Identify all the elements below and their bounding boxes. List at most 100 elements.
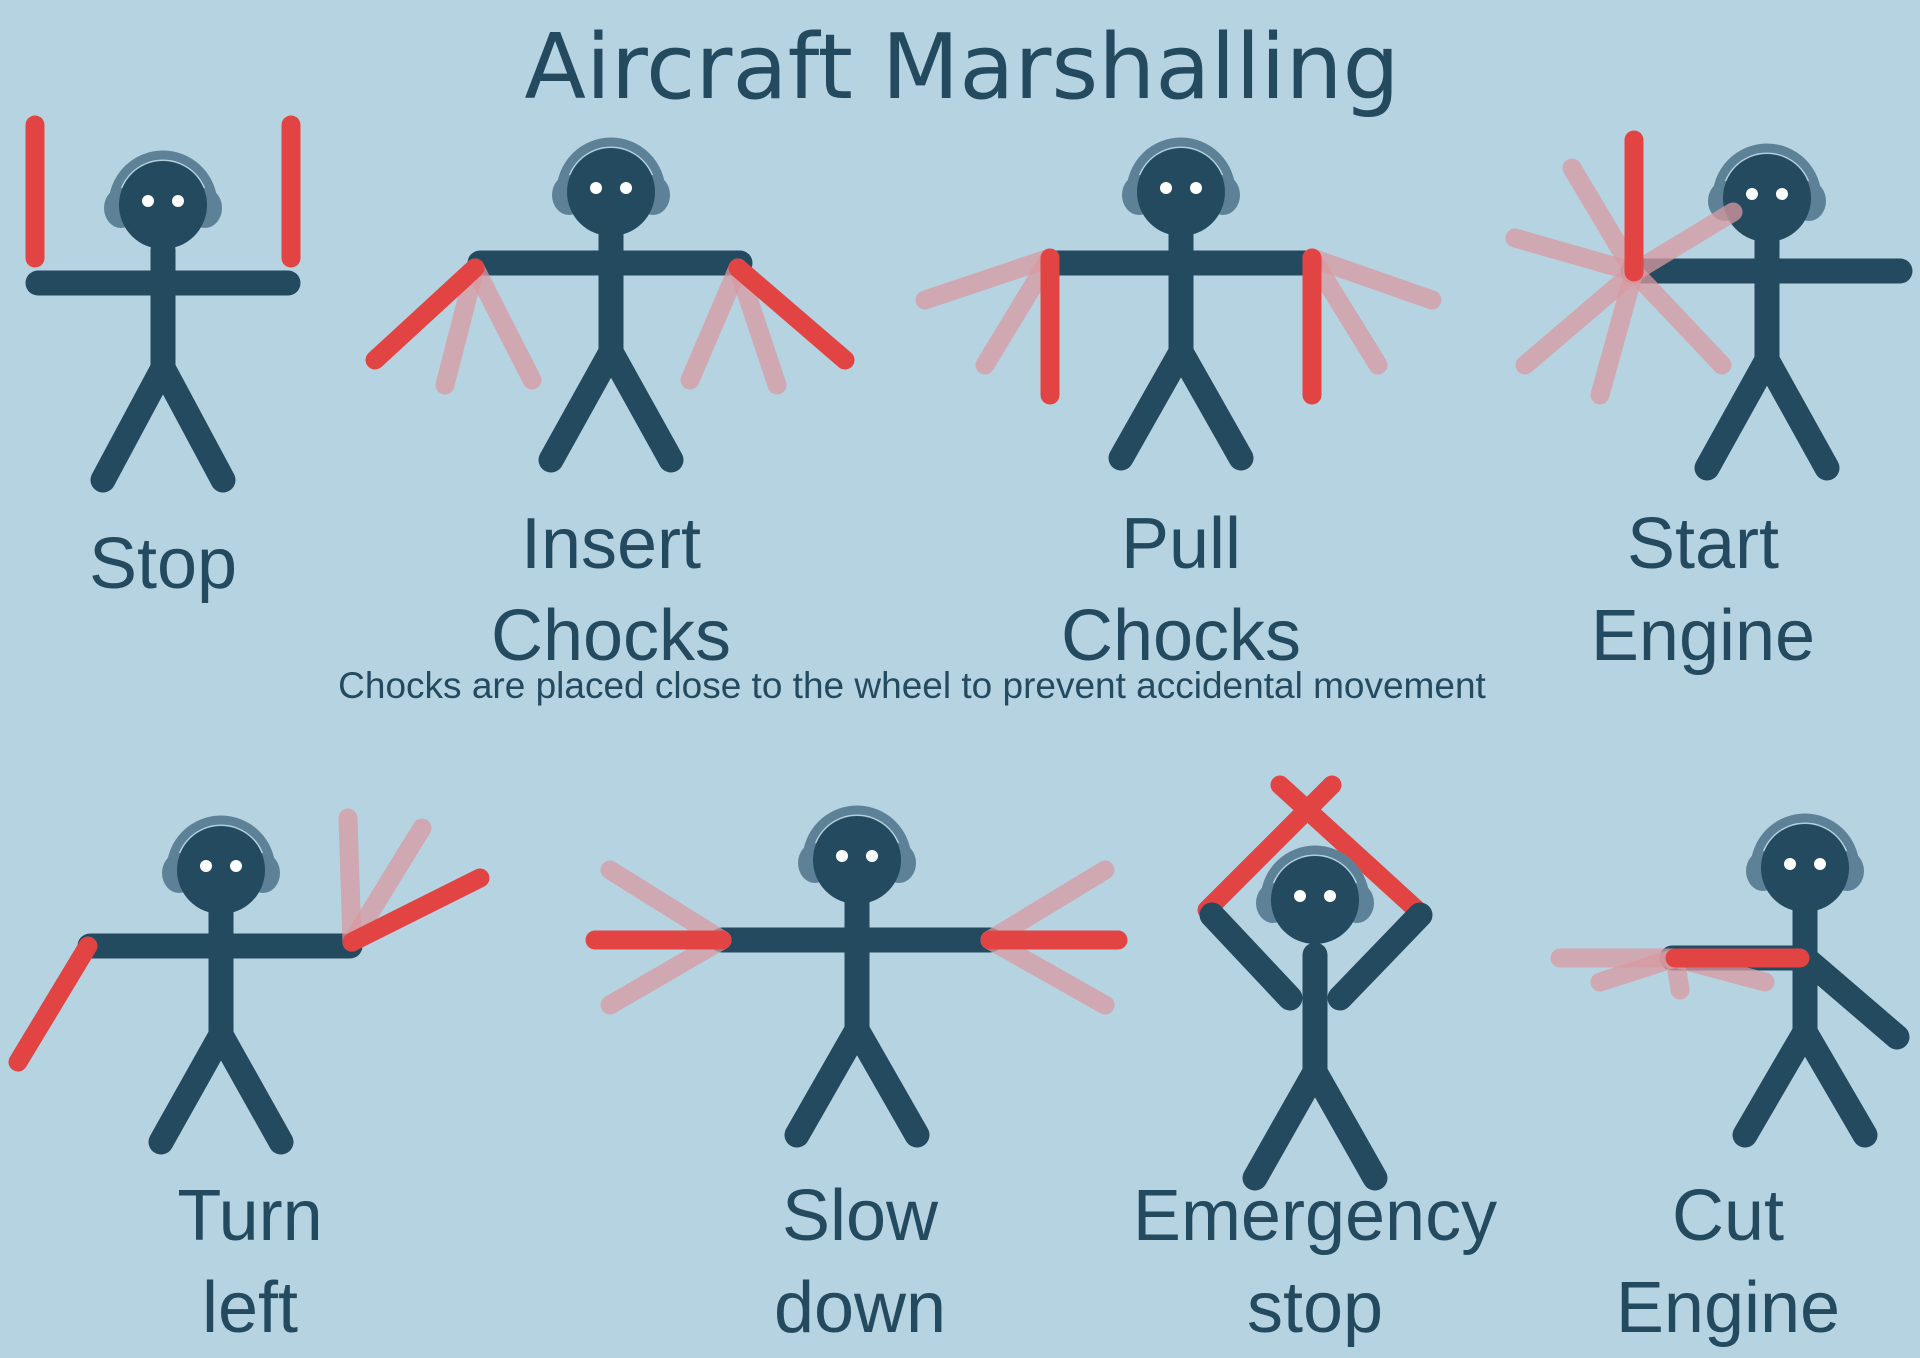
arm-right (1327, 902, 1433, 1011)
eye-right (1776, 188, 1788, 200)
leg-right (844, 1017, 930, 1148)
faded-wand (1562, 158, 1644, 282)
faded-wand (338, 808, 362, 952)
faded-wand (1624, 202, 1743, 282)
headband (108, 150, 218, 206)
faded-wand (1624, 262, 1732, 375)
signal-label-slow-down-line-1: Slow (782, 1176, 939, 1256)
diagram-title: Aircraft Marshalling (524, 15, 1399, 120)
faded-wand (980, 930, 1115, 1015)
wand-cross-b (1270, 775, 1427, 920)
faded-wand (980, 860, 1115, 950)
signal-label-cut-engine-line-1: Cut (1672, 1176, 1784, 1256)
signal-label-turn-left-line-2: left (202, 1268, 298, 1348)
leg-right (150, 355, 236, 493)
eye-right (230, 860, 242, 872)
signal-label-start-engine-line-2: Engine (1591, 596, 1815, 676)
faded-wand (1590, 262, 1644, 405)
faded-wand (435, 258, 485, 395)
wand (342, 868, 490, 952)
faded-wand (465, 258, 542, 390)
wand (365, 258, 485, 370)
leg-left (538, 339, 624, 473)
leg-left (90, 355, 176, 493)
eye-right (1190, 182, 1202, 194)
headband (802, 805, 912, 861)
headband (1750, 813, 1860, 869)
leg-left (1242, 1059, 1328, 1191)
faded-wand (600, 860, 732, 950)
signal-label-emergency-stop-line-1: Emergency (1133, 1176, 1497, 1256)
signal-label-emergency-stop-line-2: stop (1247, 1268, 1383, 1348)
headband (1126, 137, 1236, 193)
eye-left (1160, 182, 1172, 194)
signal-label-start-engine-line-1: Start (1627, 504, 1779, 584)
eye-right (1814, 858, 1826, 870)
faded-wand (728, 258, 787, 395)
head (1137, 148, 1225, 236)
eye-right (620, 182, 632, 194)
wand (8, 936, 98, 1072)
chocks-note: Chocks are placed close to the wheel to … (338, 665, 1486, 706)
signal-label-slow-down-line-2: down (774, 1268, 946, 1348)
leg-right (1302, 1059, 1388, 1191)
leg-right (208, 1022, 294, 1155)
marshaller-figure-pull-chocks (915, 137, 1442, 471)
figures-layer (8, 115, 1913, 1191)
head (1723, 154, 1811, 242)
eye-left (1294, 890, 1306, 902)
labels-layer: Stop Insert Chocks Pull Chocks Start Engine Tur… (89, 504, 1840, 1348)
eye-right (1324, 890, 1336, 902)
marshaller-figure-start-engine (1505, 130, 1913, 481)
eye-right (172, 195, 184, 207)
leg-right (1792, 1019, 1878, 1148)
head (119, 161, 207, 249)
wand (728, 258, 855, 370)
eye-right (866, 850, 878, 862)
headband (1260, 845, 1370, 901)
signal-label-cut-engine-line-2: Engine (1616, 1268, 1840, 1348)
eye-left (1746, 188, 1758, 200)
eye-left (1784, 858, 1796, 870)
signal-label-insert-chocks-line-2: Chocks (491, 596, 731, 676)
signal-label-pull-chocks-line-1: Pull (1121, 504, 1241, 584)
faded-wand (1590, 948, 1685, 992)
head (813, 816, 901, 904)
leg-right (598, 339, 684, 473)
faded-wand (680, 258, 748, 390)
eye-left (200, 860, 212, 872)
marshaller-figure-stop (25, 115, 301, 493)
head (1271, 856, 1359, 944)
faded-wand (342, 818, 432, 952)
eye-left (142, 195, 154, 207)
faded-wand (915, 248, 1060, 310)
faded-wand (1515, 262, 1644, 375)
arm-right (1792, 945, 1910, 1050)
marshaller-figure-cut-engine (1550, 813, 1910, 1148)
marshaller-figure-emergency-stop (1197, 775, 1433, 1191)
head (177, 826, 265, 914)
signal-label-stop: Stop (89, 524, 237, 604)
faded-wand (1302, 248, 1388, 375)
signal-label-pull-chocks-line-2: Chocks (1061, 596, 1301, 676)
leg-left (784, 1017, 870, 1148)
leg-left (1108, 339, 1194, 471)
faded-wand (975, 248, 1060, 375)
head (1761, 824, 1849, 912)
eye-left (590, 182, 602, 194)
headband (556, 137, 666, 193)
signal-label-turn-left-line-1: Turn (177, 1176, 322, 1256)
headband (166, 815, 276, 871)
eye-left (836, 850, 848, 862)
arm-left (1199, 902, 1303, 1011)
leg-right (1168, 339, 1254, 471)
headband (1712, 143, 1822, 199)
marshaller-figure-insert-chocks (365, 137, 855, 473)
marshaller-figure-slow-down (585, 805, 1128, 1148)
faded-wand (1302, 248, 1442, 310)
leg-left (148, 1022, 234, 1155)
leg-left (1732, 1019, 1818, 1148)
head (567, 148, 655, 236)
leg-left (1694, 347, 1780, 481)
